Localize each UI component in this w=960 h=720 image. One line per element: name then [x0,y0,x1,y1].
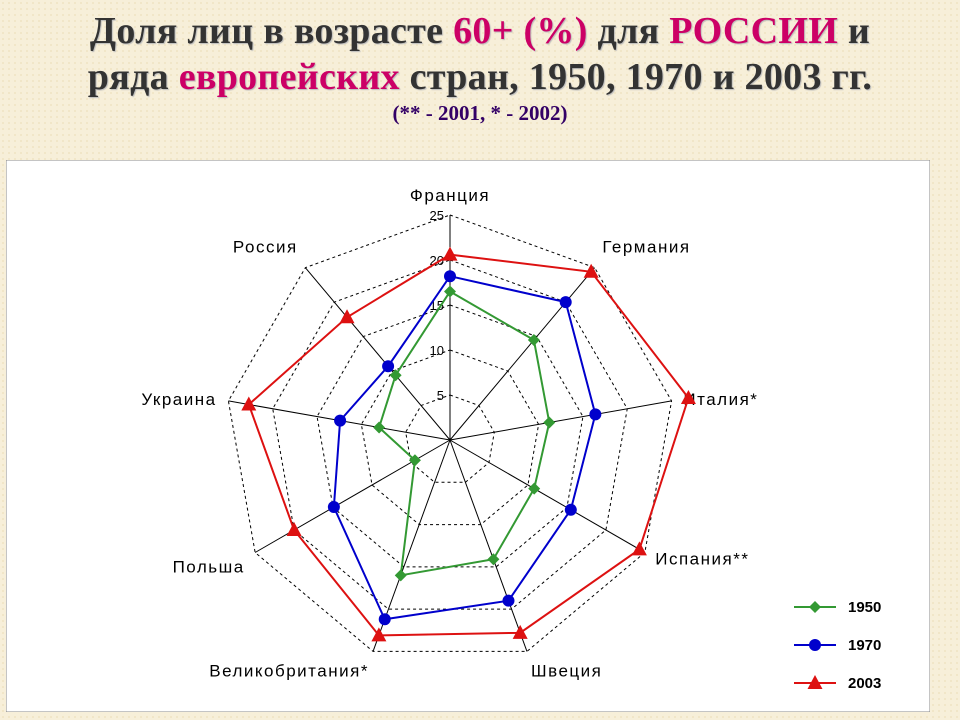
data-point [512,624,528,639]
axis-spoke [449,267,596,441]
title-accent: РОССИИ [669,10,839,52]
grid-ring [360,349,540,526]
series-1970 [327,270,602,626]
series-line [377,290,551,577]
legend-marker [807,675,823,689]
grid-ring [405,394,495,483]
data-point [382,360,395,373]
radar-chart: Франция Германия Италия* Испания** Швеция Вел… [6,160,930,712]
data-point [327,501,340,514]
title-text: для [587,10,670,52]
chart-subtitle: (** - 2001, * - 2002) [392,101,568,125]
title-line-2: ряда европейских стран, 1950, 1970 и 200… [0,54,960,100]
title-text: стран, 1950, 1970 и 2003 гг. [399,56,873,98]
data-point [339,309,355,324]
axis-label: Украина [141,390,216,409]
title-text: ряда [87,56,179,98]
data-point [286,522,302,536]
title-line-1: Доля лиц в возрасте 60+ (%) для РОССИИ и [0,8,960,54]
axis-label: Германия [602,237,690,256]
series-line [247,253,690,637]
series-2003 [241,246,696,642]
axis-label: Польша [173,558,245,577]
title-text: и [838,10,871,52]
grid-ring [227,214,673,652]
data-point [564,503,577,516]
data-point [408,454,421,467]
data-point [444,270,456,283]
axis-labels: Франция Германия Италия* Испания** Швеция Вел… [141,186,758,681]
tick-label: 25 [430,208,444,223]
data-point [589,408,602,421]
axis-label: Испания** [655,550,749,569]
data-point [631,541,647,556]
data-point [442,246,458,261]
axis-spoke [304,267,451,441]
data-point [373,421,386,434]
data-point [528,482,541,495]
data-point [527,334,540,347]
title-text: Доля лиц в возрасте [89,10,454,52]
data-point [394,569,407,582]
axis-spoke [449,439,528,652]
data-point [502,594,515,607]
axis-label: Великобритания* [209,662,369,681]
data-point [389,369,402,382]
title-accent: 60+ (%) [453,10,588,52]
legend-label: 1970 [848,637,881,654]
data-point [680,389,696,404]
series-1950 [373,285,556,582]
legend-label: 1950 [848,599,881,616]
axis-spoke [449,439,646,553]
series-line [332,275,597,621]
data-point [241,396,257,411]
axis-label: Италия* [683,390,758,409]
legend-label: 2003 [848,675,881,692]
axis-label: Россия [233,237,298,256]
data-point [444,285,456,298]
title-block: Доля лиц в возрасте 60+ (%) для РОССИИ и… [0,8,960,126]
data-point [371,627,387,642]
tick-label: 10 [430,343,444,358]
legend: 1950 1970 2003 [794,599,881,692]
data-point [487,553,500,566]
data-point [583,263,599,278]
axis-spoke [449,400,672,441]
data-point [334,414,347,427]
data-point [378,613,391,626]
data-point [559,296,572,309]
series-layer [241,246,696,642]
axis-label: Швеция [531,662,602,681]
legend-marker [809,601,821,613]
title-accent: европейских [178,56,400,98]
legend-marker [809,639,821,651]
data-point [543,416,556,429]
axis-label: Франция [410,186,490,205]
chart-area [6,160,930,712]
tick-label: 5 [437,388,444,403]
